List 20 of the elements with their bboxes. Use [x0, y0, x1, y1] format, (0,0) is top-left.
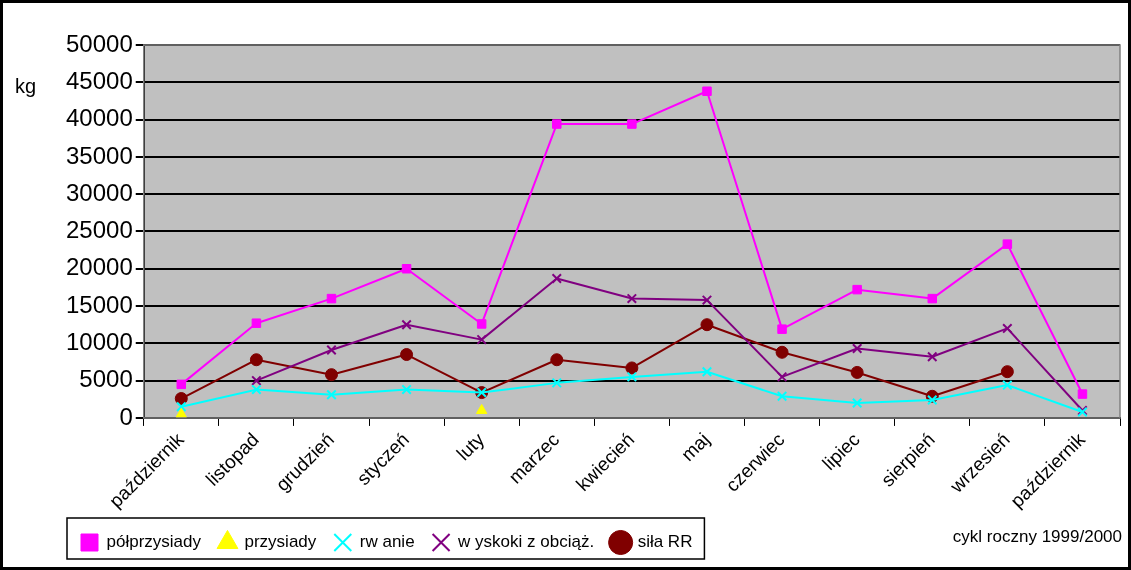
y-tick-label: 25000 — [65, 216, 133, 244]
y-tick-label: 30000 — [65, 178, 133, 206]
y-tick-label: 15000 — [65, 290, 133, 318]
legend-label: przysiady — [244, 532, 317, 552]
legend-label: półprzysiady — [106, 532, 202, 552]
y-tick-label: 35000 — [65, 141, 133, 169]
y-tick-label: 20000 — [65, 253, 133, 281]
y-axis-title: kg — [15, 74, 37, 97]
x-tick-label: maj — [676, 428, 714, 466]
legend-label: siła RR — [637, 532, 693, 552]
legend-label: w yskoki z obciąż. — [457, 532, 595, 552]
legend-label: rw anie — [359, 532, 415, 552]
text: cykl roczny 1999/2000 — [952, 526, 1122, 546]
y-tick-label: 0 — [119, 402, 133, 430]
y-tick-label: 45000 — [65, 66, 133, 94]
y-tick-label: 10000 — [65, 327, 133, 355]
y-tick-label: 5000 — [79, 365, 133, 393]
y-tick-label: 50000 — [65, 29, 133, 57]
x-tick-label: luty — [452, 428, 489, 465]
y-tick-label: 40000 — [65, 104, 133, 132]
